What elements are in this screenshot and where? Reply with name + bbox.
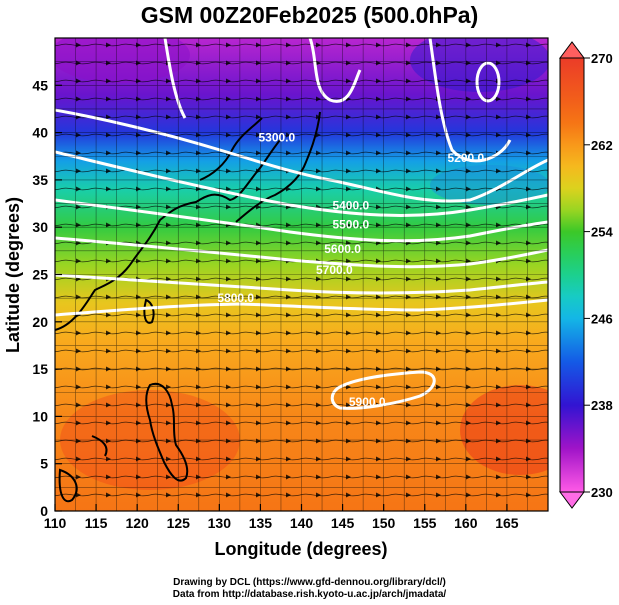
field-details	[55, 38, 548, 511]
contour-5400-line	[55, 150, 548, 217]
contour-5300-loop	[308, 38, 362, 103]
contour-5200-line	[428, 38, 512, 163]
contour-label: 5300.0	[258, 130, 295, 144]
y-tick-label: 45	[32, 77, 48, 93]
y-tick-label: 40	[32, 125, 48, 141]
x-tick-label: 135	[249, 515, 273, 531]
contour-5900-loop	[330, 370, 436, 410]
colorbar-tick-label: 230	[591, 485, 613, 500]
x-tick-label: 150	[372, 515, 396, 531]
contour-label: 5200.0	[447, 151, 484, 165]
contour-5800-line	[55, 298, 548, 317]
colorbar-tick-label: 254	[591, 225, 613, 240]
coastline-philippines	[145, 382, 189, 482]
colorbar-min-arrow	[559, 491, 585, 509]
x-tick-label: 160	[454, 515, 478, 531]
contour-5200-center	[475, 61, 501, 103]
coastlines	[55, 111, 321, 503]
contour-label: 5400.0	[332, 198, 369, 212]
contour-5500-line	[55, 198, 548, 243]
y-tick-label: 10	[32, 408, 48, 424]
height-contours	[55, 38, 548, 410]
contour-5600-line	[55, 236, 548, 269]
x-tick-label: 120	[125, 515, 149, 531]
colorbar: 230 238 246 254 262 270	[559, 41, 613, 509]
x-tick-label: 125	[167, 515, 191, 531]
contour-label: 5900.0	[349, 395, 386, 409]
contour-5300-north	[163, 38, 187, 119]
colorbar-bar	[559, 57, 585, 493]
y-tick-label: 20	[32, 314, 48, 330]
colorbar-tick-label: 262	[591, 138, 613, 153]
x-tick-label: 165	[495, 515, 519, 531]
credits: Drawing by DCL (https://www.gfd-dennou.o…	[0, 577, 619, 601]
x-tick-label: 130	[208, 515, 232, 531]
x-tick-label: 115	[85, 515, 108, 531]
colorbar-tick-label: 270	[591, 51, 613, 66]
y-tick-label: 30	[32, 219, 48, 235]
colorbar-ticks: 230 238 246 254 262 270	[584, 51, 613, 500]
coastline-china	[55, 139, 281, 331]
coastline-indochina	[91, 435, 108, 457]
x-tick-label: 155	[413, 515, 437, 531]
contour-label: 5500.0	[332, 217, 369, 231]
contour-5300-line	[55, 108, 548, 203]
contour-labels: 5300.0 5200.0 5400.0 5500.0 5600.0 5700.0 5800…	[217, 130, 484, 409]
x-axis: 110 115 120 125 130 135 140 145 150 155 160 165	[44, 504, 519, 531]
grid-lines	[55, 38, 548, 511]
y-tick-label: 25	[32, 267, 48, 283]
contour-5700-line	[55, 273, 548, 295]
colorbar-tick-label: 238	[591, 398, 613, 413]
credit-data-source: Data from http://database.rish.kyoto-u.a…	[172, 589, 447, 600]
x-tick-label: 145	[331, 515, 355, 531]
contour-label: 5600.0	[324, 242, 361, 256]
colorbar-tick-label: 246	[591, 311, 613, 326]
colorbar-max-arrow	[559, 41, 585, 59]
contour-label: 5700.0	[316, 263, 353, 277]
y-tick-label: 35	[32, 172, 48, 188]
x-tick-label: 140	[290, 515, 314, 531]
x-axis-title: Longitude (degrees)	[214, 539, 387, 559]
y-tick-label: 0	[40, 503, 48, 519]
coastline-borneo	[58, 468, 78, 503]
chart-title: GSM 00Z20Feb2025 (500.0hPa)	[140, 2, 479, 28]
y-tick-label: 5	[40, 456, 48, 472]
x-tick-label: 110	[44, 515, 67, 531]
coastline-japan	[235, 111, 321, 223]
y-axis: 0 5 10 15 20 25 30 35 40 45	[32, 77, 62, 519]
contour-label: 5800.0	[217, 291, 254, 305]
credit-drawing: Drawing by DCL (https://www.gfd-dennou.o…	[173, 577, 446, 588]
y-tick-label: 15	[32, 361, 48, 377]
chart-figure: 5300.0 5200.0 5400.0 5500.0 5600.0 5700.0 5800…	[3, 37, 613, 559]
y-axis-title: Latitude (degrees)	[3, 197, 23, 353]
coastline-korea	[199, 117, 263, 181]
